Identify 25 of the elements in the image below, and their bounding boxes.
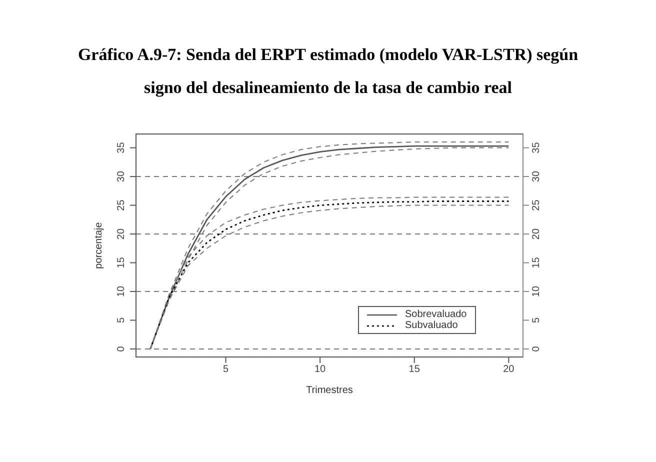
y-axis-title: porcentaje	[94, 222, 105, 269]
y-tick-label: 5	[116, 317, 127, 323]
y2-tick-label: 5	[531, 317, 542, 323]
y2-tick-label: 15	[531, 256, 542, 268]
x-axis-title: Trimestres	[306, 385, 353, 396]
y-tick-label: 15	[116, 256, 127, 268]
legend-label: Sobrevaluado	[405, 309, 467, 320]
y2-tick-label: 10	[531, 285, 542, 298]
y2-tick-label: 0	[531, 346, 542, 352]
x-tick-label: 15	[408, 364, 420, 376]
x-tick-label: 10	[314, 364, 326, 376]
y2-tick-label: 25	[531, 199, 542, 211]
y2-tick-label: 20	[531, 228, 542, 240]
y-tick-label: 20	[116, 228, 127, 240]
y-tick-label: 30	[116, 170, 127, 182]
y2-tick-label: 30	[531, 170, 542, 182]
y-tick-label: 10	[116, 285, 127, 298]
x-tick-label: 20	[503, 364, 515, 376]
legend-label: Subvaluado	[405, 320, 458, 331]
x-tick-label: 5	[222, 364, 229, 376]
y-tick-label: 0	[116, 346, 127, 352]
chart-title: Gráfico A.9-7: Senda del ERPT estimado (modelo VAR-LSTR) según signo del desalineamiento de la tasa de cambio real	[76, 44, 580, 99]
y-tick-label: 35	[116, 142, 127, 154]
y2-tick-label: 35	[531, 142, 542, 154]
y-tick-label: 25	[116, 199, 127, 211]
